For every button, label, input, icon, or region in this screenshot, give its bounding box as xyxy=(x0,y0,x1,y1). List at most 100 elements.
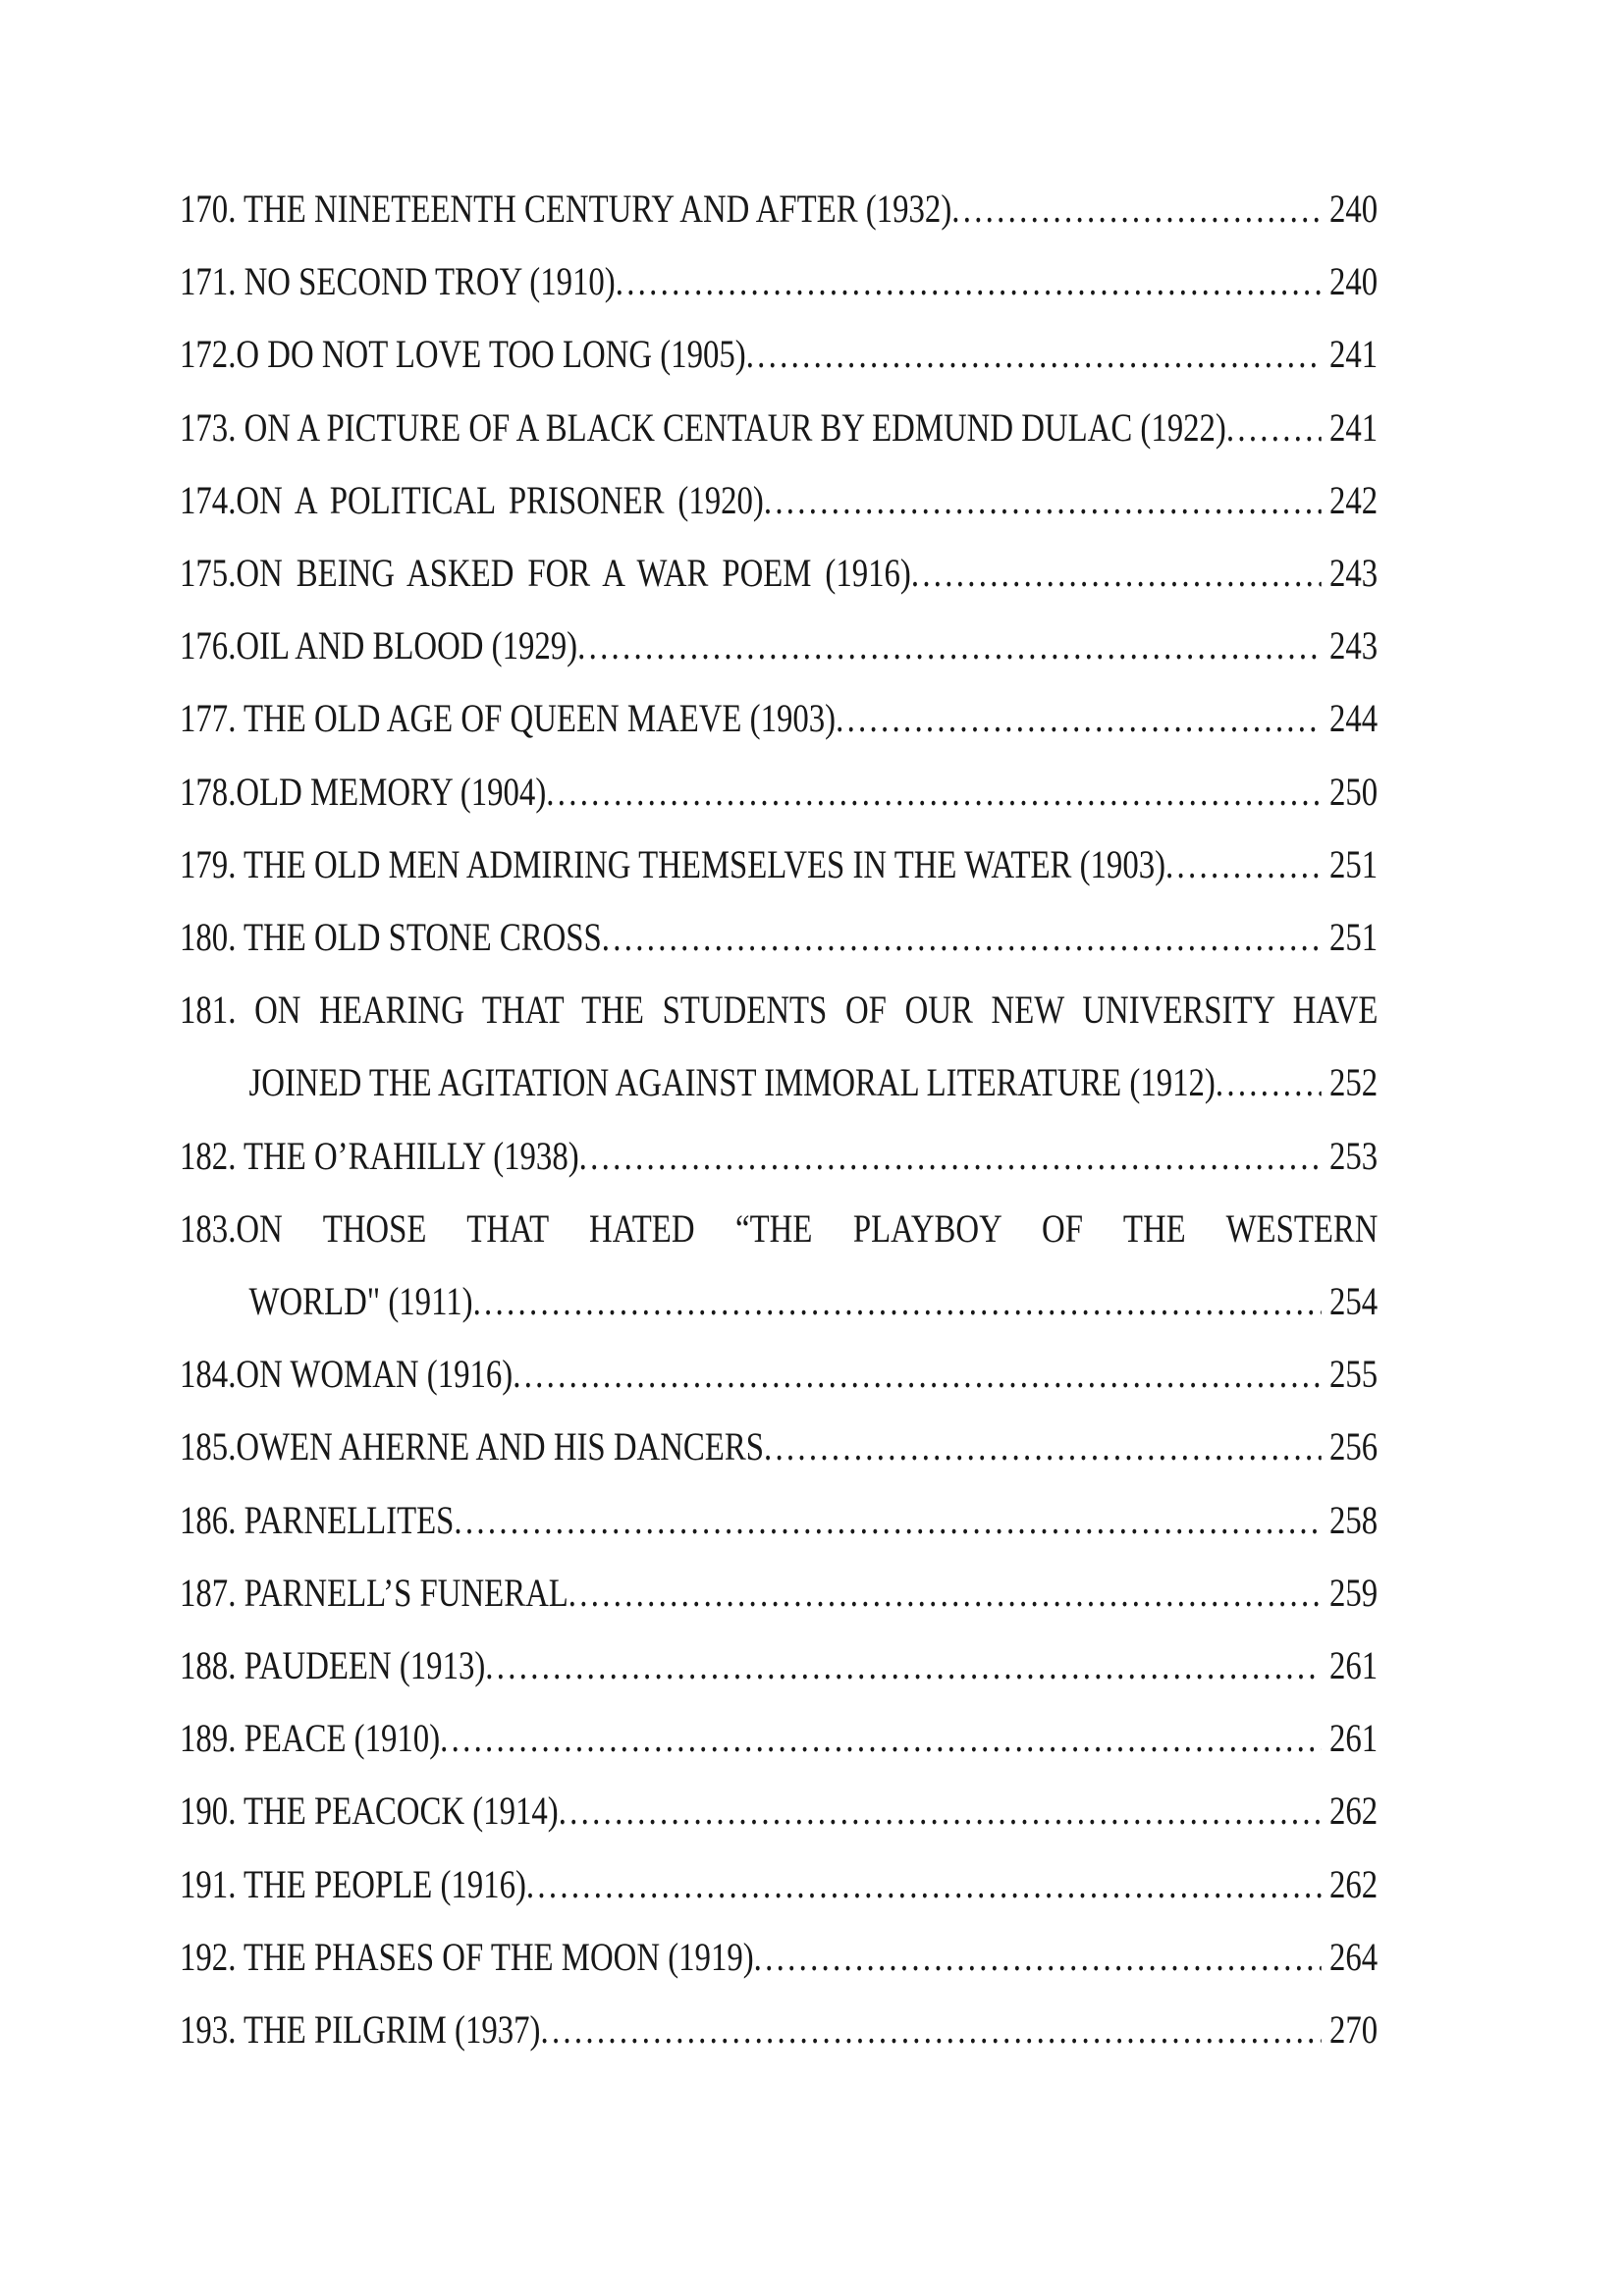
toc-entry: 181. ON HEARING THAT THE STUDENTS OF OUR… xyxy=(180,974,1378,1119)
toc-entry-row: 170. THE NINETEENTH CENTURY AND AFTER (1… xyxy=(180,173,1378,245)
toc-entry-row: 179. THE OLD MEN ADMIRING THEMSELVES IN … xyxy=(180,828,1378,901)
toc-entry: 174.ON A POLITICAL PRISONER (1920) 242 xyxy=(180,464,1378,537)
entry-label: 190. THE PEACOCK (1914) xyxy=(180,1775,559,1847)
toc-entry: 176.OIL AND BLOOD (1929) 243 xyxy=(180,610,1378,682)
dot-leader xyxy=(577,610,1322,682)
toc-entry-row: 186. PARNELLITES 258 xyxy=(180,1484,1378,1557)
dot-leader xyxy=(454,1484,1321,1557)
entry-label-text: 173. ON A PICTURE OF A BLACK CENTAUR BY … xyxy=(180,404,1226,450)
dot-leader xyxy=(951,173,1322,245)
toc-entry-row: 182. THE O’RAHILLY (1938) 253 xyxy=(180,1120,1378,1193)
toc-entry: 186. PARNELLITES 258 xyxy=(180,1484,1378,1557)
entry-label-text: 181. ON HEARING THAT THE STUDENTS OF OUR… xyxy=(180,988,1379,1033)
entry-label-text: 179. THE OLD MEN ADMIRING THEMSELVES IN … xyxy=(180,841,1166,886)
toc-entry-row: 192. THE PHASES OF THE MOON (1919) 264 xyxy=(180,1921,1378,1994)
dot-leader xyxy=(440,1702,1322,1775)
toc-entry-row-line1: 183.ON THOSE THAT HATED “THE PLAYBOY OF … xyxy=(180,1193,1378,1265)
entry-label: 177. THE OLD AGE OF QUEEN MAEVE (1903) xyxy=(180,682,836,755)
toc-entry-row-line2: JOINED THE AGITATION AGAINST IMMORAL LIT… xyxy=(180,1046,1379,1119)
entry-page-number: 258 xyxy=(1328,1497,1379,1542)
toc-entry: 177. THE OLD AGE OF QUEEN MAEVE (1903) 2… xyxy=(180,682,1378,755)
entry-label: 170. THE NINETEENTH CENTURY AND AFTER (1… xyxy=(180,173,951,245)
entry-label: 188. PAUDEEN (1913) xyxy=(180,1629,485,1702)
toc-entry-row: 173. ON A PICTURE OF A BLACK CENTAUR BY … xyxy=(180,392,1378,464)
dot-leader xyxy=(526,1848,1322,1921)
toc-entry: 180. THE OLD STONE CROSS 251 xyxy=(180,901,1378,974)
dot-leader xyxy=(473,1265,1322,1338)
toc-entry-row: 184.ON WOMAN (1916) 255 xyxy=(180,1338,1378,1411)
dot-leader xyxy=(546,756,1322,828)
entry-label-text: 170. THE NINETEENTH CENTURY AND AFTER (1… xyxy=(180,187,952,231)
toc-entry-row: 176.OIL AND BLOOD (1929) 243 xyxy=(180,610,1378,682)
toc-list: 170. THE NINETEENTH CENTURY AND AFTER (1… xyxy=(180,173,1378,2066)
entry-label: 176.OIL AND BLOOD (1929) xyxy=(180,610,577,682)
dot-leader xyxy=(540,1994,1321,2066)
entry-label-text: 172.O DO NOT LOVE TOO LONG (1905) xyxy=(180,332,746,377)
dot-leader xyxy=(754,1921,1322,1994)
toc-entry-row: 193. THE PILGRIM (1937) 270 xyxy=(180,1994,1378,2066)
toc-entry: 187. PARNELL’S FUNERAL 259 xyxy=(180,1557,1378,1629)
entry-page-number: 253 xyxy=(1328,1133,1379,1178)
entry-label: 175.ON BEING ASKED FOR A WAR POEM (1916) xyxy=(180,537,911,610)
toc-entry-row: 180. THE OLD STONE CROSS 251 xyxy=(180,901,1378,974)
entry-label: 172.O DO NOT LOVE TOO LONG (1905) xyxy=(180,318,746,391)
entry-label-text: 185.OWEN AHERNE AND HIS DANCERS xyxy=(180,1424,764,1469)
entry-label: 181. ON HEARING THAT THE STUDENTS OF OUR… xyxy=(180,988,1378,1032)
entry-label: 192. THE PHASES OF THE MOON (1919) xyxy=(180,1921,754,1994)
dot-leader xyxy=(579,1120,1322,1193)
toc-entry: 188. PAUDEEN (1913) 261 xyxy=(180,1629,1378,1702)
dot-leader xyxy=(602,901,1322,974)
entry-label: 178.OLD MEMORY (1904) xyxy=(180,756,546,828)
toc-entry-row: 187. PARNELL’S FUNERAL 259 xyxy=(180,1557,1378,1629)
toc-entry: 193. THE PILGRIM (1937) 270 xyxy=(180,1994,1378,2066)
dot-leader xyxy=(513,1338,1322,1411)
entry-label-continued-text: WORLD" (1911) xyxy=(248,1279,473,1324)
toc-entry: 175.ON BEING ASKED FOR A WAR POEM (1916)… xyxy=(180,537,1378,610)
entry-label: 171. NO SECOND TROY (1910) xyxy=(180,245,616,318)
entry-label: 186. PARNELLITES xyxy=(180,1484,454,1557)
entry-label-text: 191. THE PEOPLE (1916) xyxy=(180,1861,526,1906)
entry-label-continued: JOINED THE AGITATION AGAINST IMMORAL LIT… xyxy=(249,1046,1216,1119)
entry-label-text: 178.OLD MEMORY (1904) xyxy=(180,769,547,814)
entry-label-text: 193. THE PILGRIM (1937) xyxy=(180,2007,541,2053)
toc-entry-row-line1: 181. ON HEARING THAT THE STUDENTS OF OUR… xyxy=(180,974,1378,1046)
entry-page-number: 240 xyxy=(1328,259,1379,304)
toc-entry-row-line2: WORLD" (1911) 254 xyxy=(180,1265,1379,1338)
toc-entry-row: 175.ON BEING ASKED FOR A WAR POEM (1916)… xyxy=(180,537,1378,610)
toc-entry: 189. PEACE (1910) 261 xyxy=(180,1702,1378,1775)
entry-label: 174.ON A POLITICAL PRISONER (1920) xyxy=(180,464,764,537)
toc-entry-row: 191. THE PEOPLE (1916) 262 xyxy=(180,1848,1378,1921)
dot-leader xyxy=(616,245,1322,318)
entry-label-text: 174.ON A POLITICAL PRISONER (1920) xyxy=(180,477,764,522)
toc-entry-row: 171. NO SECOND TROY (1910) 240 xyxy=(180,245,1378,318)
entry-page-number: 243 xyxy=(1328,551,1379,596)
entry-page-number: 251 xyxy=(1328,915,1379,960)
entry-label-text: 176.OIL AND BLOOD (1929) xyxy=(180,623,578,668)
dot-leader xyxy=(485,1629,1321,1702)
entry-label: 173. ON A PICTURE OF A BLACK CENTAUR BY … xyxy=(180,392,1226,464)
entry-page-number: 241 xyxy=(1328,332,1379,377)
dot-leader xyxy=(764,1411,1322,1483)
entry-page-number: 251 xyxy=(1328,841,1379,886)
dot-leader xyxy=(1216,1046,1322,1119)
entry-label-text: 171. NO SECOND TROY (1910) xyxy=(180,259,616,304)
toc-entry-row: 188. PAUDEEN (1913) 261 xyxy=(180,1629,1378,1702)
toc-entry-row: 190. THE PEACOCK (1914) 262 xyxy=(180,1775,1378,1847)
entry-label: 185.OWEN AHERNE AND HIS DANCERS xyxy=(180,1411,764,1483)
dot-leader xyxy=(911,537,1322,610)
entry-label-text: 175.ON BEING ASKED FOR A WAR POEM (1916) xyxy=(180,551,911,596)
entry-label-text: 192. THE PHASES OF THE MOON (1919) xyxy=(180,1934,754,1979)
toc-entry: 172.O DO NOT LOVE TOO LONG (1905) 241 xyxy=(180,318,1378,391)
dot-leader xyxy=(1226,392,1322,464)
dot-leader xyxy=(1165,828,1322,901)
entry-label: 182. THE O’RAHILLY (1938) xyxy=(180,1120,579,1193)
toc-entry: 170. THE NINETEENTH CENTURY AND AFTER (1… xyxy=(180,173,1378,245)
toc-entry-row: 177. THE OLD AGE OF QUEEN MAEVE (1903) 2… xyxy=(180,682,1378,755)
toc-entry: 171. NO SECOND TROY (1910) 240 xyxy=(180,245,1378,318)
toc-entry: 182. THE O’RAHILLY (1938) 253 xyxy=(180,1120,1378,1193)
entry-label: 193. THE PILGRIM (1937) xyxy=(180,1994,540,2066)
entry-label-text: 188. PAUDEEN (1913) xyxy=(180,1643,486,1688)
entry-label-text: 190. THE PEACOCK (1914) xyxy=(180,1789,559,1834)
toc-entry-row: 172.O DO NOT LOVE TOO LONG (1905) 241 xyxy=(180,318,1378,391)
